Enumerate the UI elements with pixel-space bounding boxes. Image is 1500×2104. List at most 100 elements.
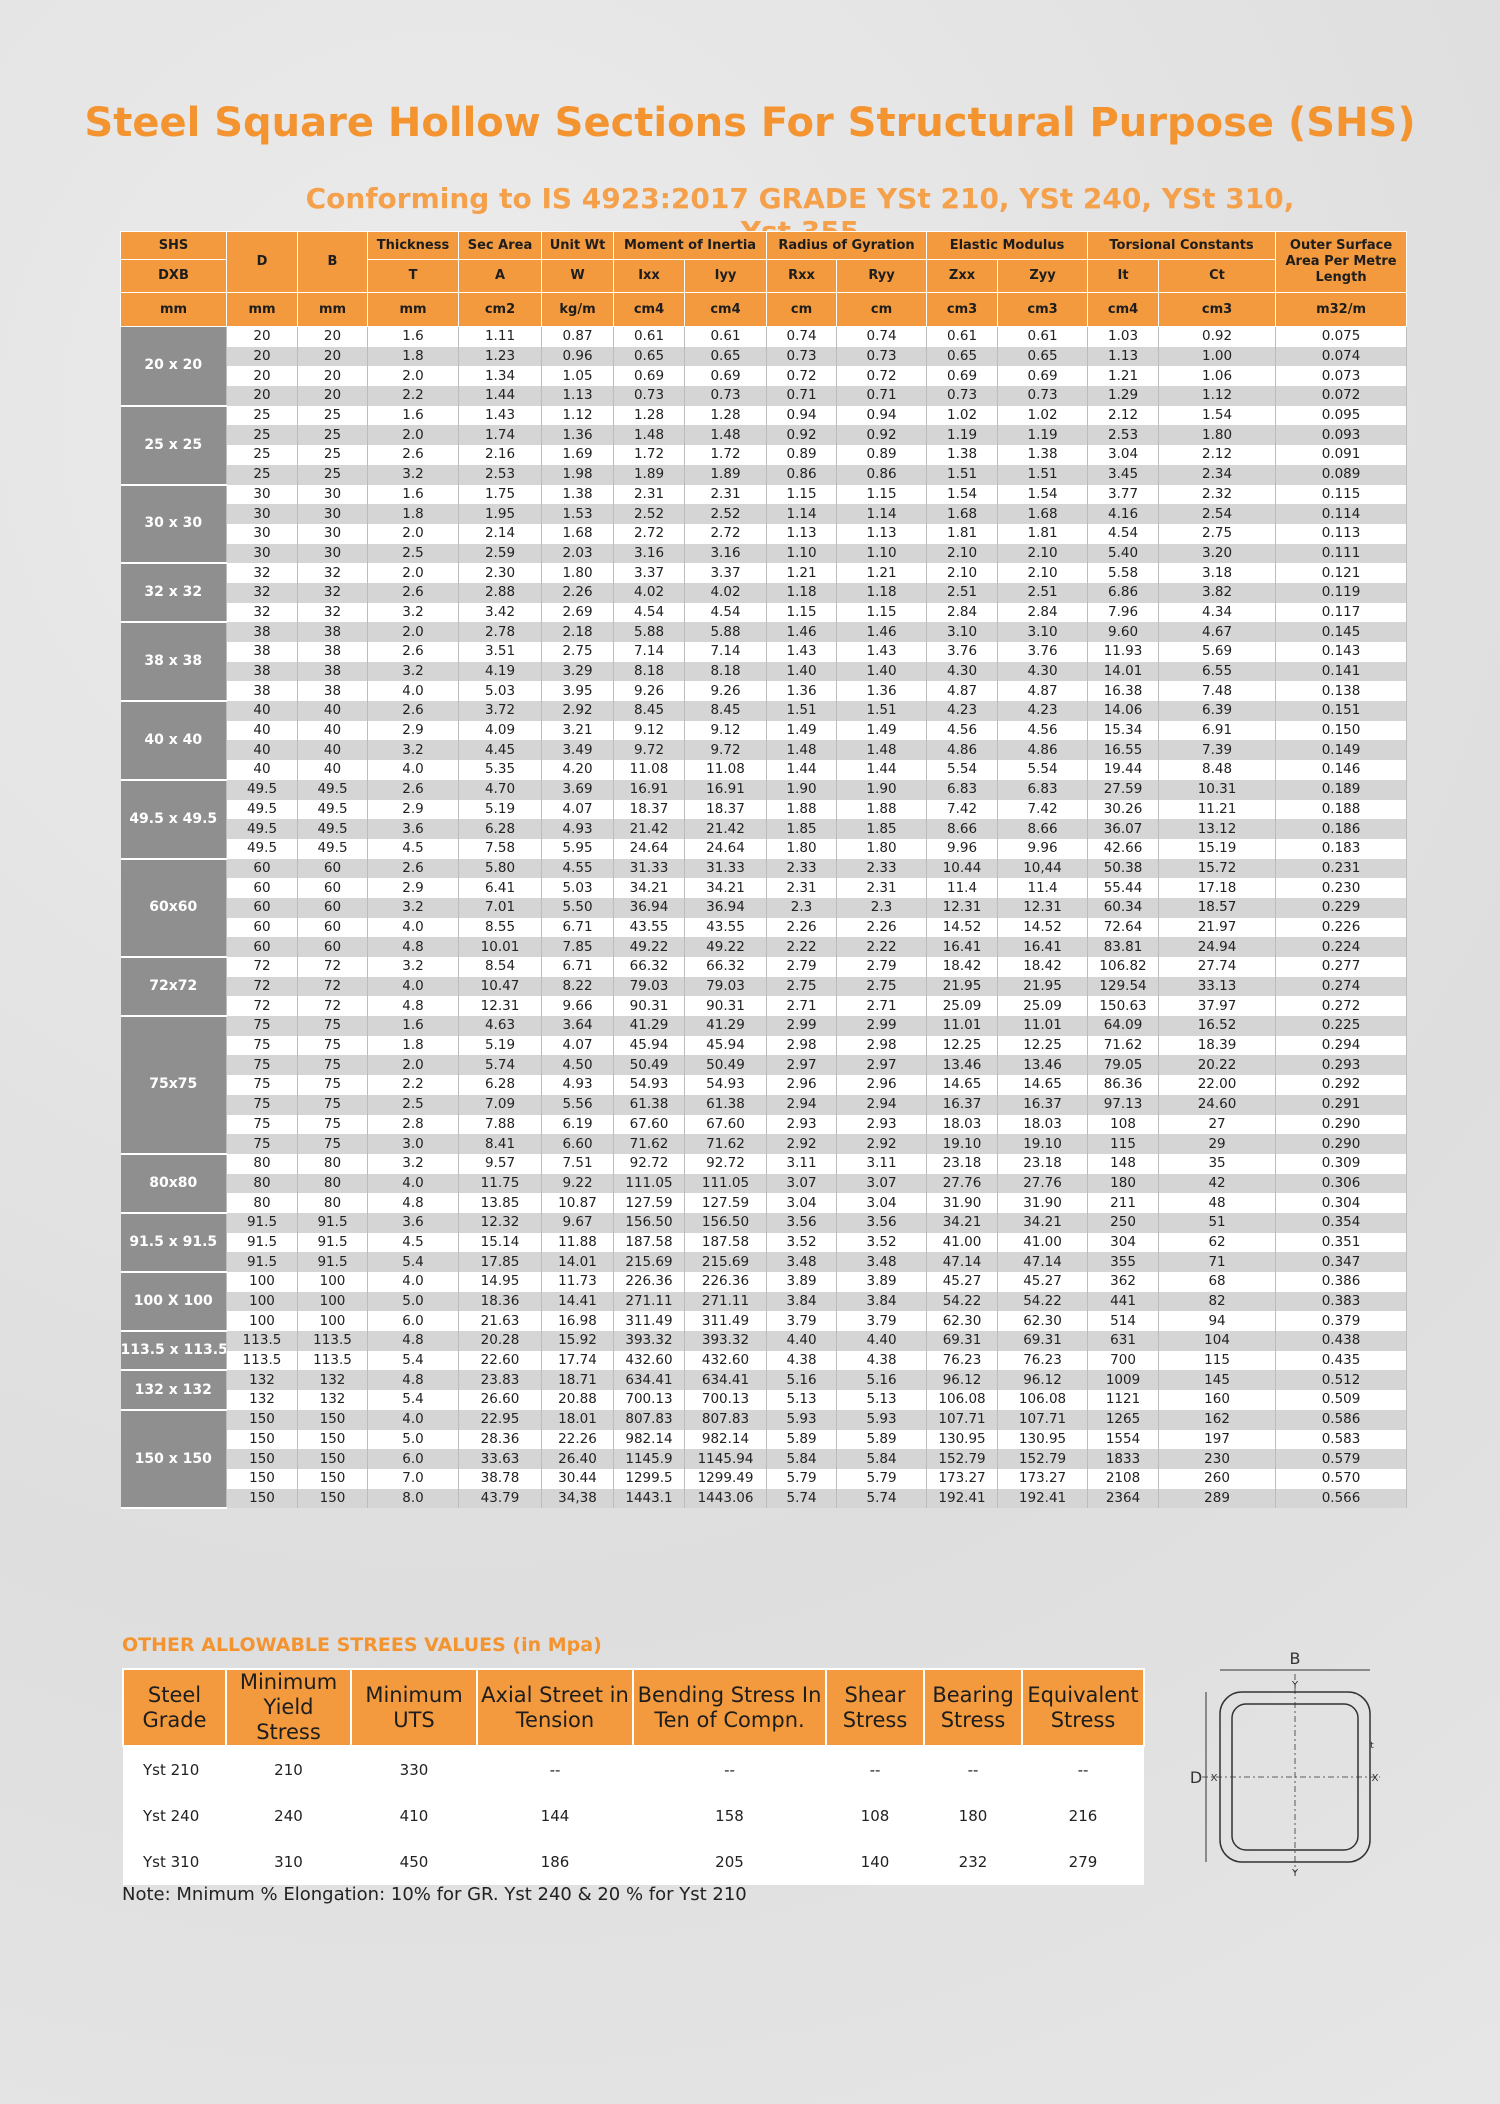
- label-x-left: X: [1211, 1773, 1218, 1784]
- data-cell: 7.14: [613, 642, 685, 662]
- data-cell: 2.92: [766, 1134, 838, 1154]
- data-cell: 0.71: [836, 386, 928, 406]
- data-cell: 393.32: [613, 1331, 685, 1351]
- data-cell: 2.84: [926, 602, 999, 623]
- data-cell: 62.30: [997, 1311, 1089, 1332]
- section-size: 40 x 40: [120, 701, 227, 781]
- data-cell: 1.14: [836, 504, 928, 524]
- data-cell: 3.84: [836, 1291, 928, 1312]
- column-subheader: Zxx: [926, 259, 999, 293]
- data-cell: 2.12: [1087, 405, 1160, 426]
- data-cell: 19.10: [997, 1134, 1089, 1154]
- data-cell: 61.38: [613, 1094, 685, 1115]
- data-cell: 36.94: [613, 897, 685, 918]
- data-cell: 48: [1158, 1193, 1277, 1213]
- data-row: Yst 310 310 450 186 205 140 232 279: [123, 1839, 1144, 1885]
- column-header: Outer Surface Area Per Metre Length: [1275, 231, 1408, 293]
- data-cell: 0.225: [1275, 1016, 1408, 1036]
- data-cell: 75: [226, 1094, 298, 1115]
- data-row: Yst 240 240 410 144 158 108 180 216: [123, 1793, 1144, 1839]
- data-cell: 2.79: [836, 957, 928, 977]
- data-cell: 1.19: [997, 425, 1089, 446]
- data-cell: 13.46: [926, 1055, 999, 1076]
- data-cell: 8.48: [1158, 760, 1277, 780]
- data-cell: 150: [226, 1468, 298, 1489]
- data-cell: 49.5: [297, 779, 368, 800]
- data-row: 20 20 2.0 1.34 1.05 0.69 0.69 0.72 0.72 0.69 0.69 1…: [121, 366, 1408, 387]
- data-cell: 69.31: [997, 1331, 1089, 1351]
- data-cell: 68: [1158, 1272, 1277, 1292]
- data-cell: 0.570: [1275, 1468, 1408, 1489]
- data-cell: 91.5: [297, 1232, 368, 1253]
- data-cell: 0.73: [926, 386, 999, 406]
- column-header: Torsional Constants: [1087, 231, 1277, 260]
- data-cell: 111.05: [684, 1173, 768, 1194]
- data-cell: 132: [297, 1370, 368, 1391]
- data-cell: 83.81: [1087, 937, 1160, 957]
- data-cell: 1.13: [541, 386, 614, 406]
- data-cell: 1.54: [997, 484, 1089, 505]
- data-cell: 10.87: [541, 1193, 614, 1213]
- data-cell: 15.92: [541, 1331, 614, 1351]
- data-cell: 40: [297, 701, 368, 721]
- data-cell: 2.6: [367, 642, 459, 662]
- data-cell: 0.293: [1275, 1055, 1408, 1076]
- data-cell: 54.22: [926, 1291, 999, 1312]
- column-header: B: [297, 231, 368, 293]
- data-cell: 1.75: [458, 484, 542, 505]
- data-cell: 79.05: [1087, 1055, 1160, 1076]
- header-row: DXB T A W Ixx Iyy Rxx Ryy Zxx Zyy It Ct: [120, 259, 1407, 293]
- data-cell: 40: [297, 740, 368, 761]
- data-cell: 12.25: [997, 1035, 1089, 1056]
- data-cell: 2.8: [367, 1114, 459, 1135]
- data-cell: 3.29: [541, 661, 614, 682]
- data-cell: 6.19: [541, 1114, 614, 1135]
- data-cell: 1.51: [766, 701, 838, 721]
- data-cell: 4.50: [541, 1055, 614, 1076]
- data-cell: 5.54: [997, 760, 1089, 780]
- data-cell: Yst 240: [123, 1793, 226, 1839]
- data-cell: 41.29: [613, 1016, 685, 1036]
- data-cell: 2.97: [766, 1055, 838, 1076]
- data-cell: 45.94: [613, 1035, 685, 1056]
- data-cell: 3.10: [997, 622, 1089, 642]
- data-cell: 14.65: [997, 1075, 1089, 1095]
- data-cell: 4.86: [997, 740, 1089, 761]
- data-cell: 100: [226, 1272, 298, 1292]
- data-cell: 1.8: [367, 346, 459, 367]
- data-cell: 4.8: [367, 996, 459, 1017]
- data-cell: 75: [226, 1035, 298, 1056]
- data-cell: 1.6: [367, 484, 459, 505]
- data-cell: 2.9: [367, 720, 459, 741]
- data-cell: 362: [1087, 1272, 1160, 1292]
- data-row: 32 32 2.6 2.88 2.26 4.02 4.02 1.18 1.18 2.51 2.51 6…: [121, 582, 1408, 603]
- data-cell: 432.60: [684, 1350, 768, 1371]
- data-cell: 3.48: [836, 1252, 928, 1272]
- data-cell: 30: [226, 523, 298, 544]
- data-cell: 25: [297, 445, 368, 465]
- data-row: 150 150 6.0 33.63 26.40 1145.9 1145.94 5.84 5.84…: [121, 1449, 1408, 1469]
- data-cell: 0.186: [1275, 819, 1408, 839]
- data-cell: 100: [226, 1311, 298, 1332]
- data-cell: 6.55: [1158, 661, 1277, 682]
- section-size: 113.5 x 113.5: [120, 1331, 227, 1372]
- data-cell: 150: [297, 1409, 368, 1430]
- unit-header: cm3: [997, 292, 1089, 327]
- data-cell: 2.96: [836, 1075, 928, 1095]
- data-cell: 16.91: [613, 779, 685, 800]
- data-cell: 11.75: [458, 1173, 542, 1194]
- data-cell: 3.76: [997, 642, 1089, 662]
- unit-header: cm3: [926, 292, 999, 327]
- data-cell: 1.36: [766, 681, 838, 702]
- data-row: 30 30 2.5 2.59 2.03 3.16 3.16 1.10 1.10 2.10 2.10 5…: [121, 543, 1408, 564]
- data-cell: 96.12: [926, 1370, 999, 1391]
- data-cell: 36.94: [684, 897, 768, 918]
- data-cell: 5.16: [766, 1370, 838, 1391]
- data-cell: 216: [1022, 1793, 1144, 1839]
- data-cell: 100: [297, 1272, 368, 1292]
- data-cell: 49.5: [226, 838, 298, 859]
- data-cell: 66.32: [684, 957, 768, 977]
- data-cell: 152.79: [997, 1449, 1089, 1469]
- data-cell: 80: [297, 1153, 368, 1174]
- data-cell: 197: [1158, 1429, 1277, 1450]
